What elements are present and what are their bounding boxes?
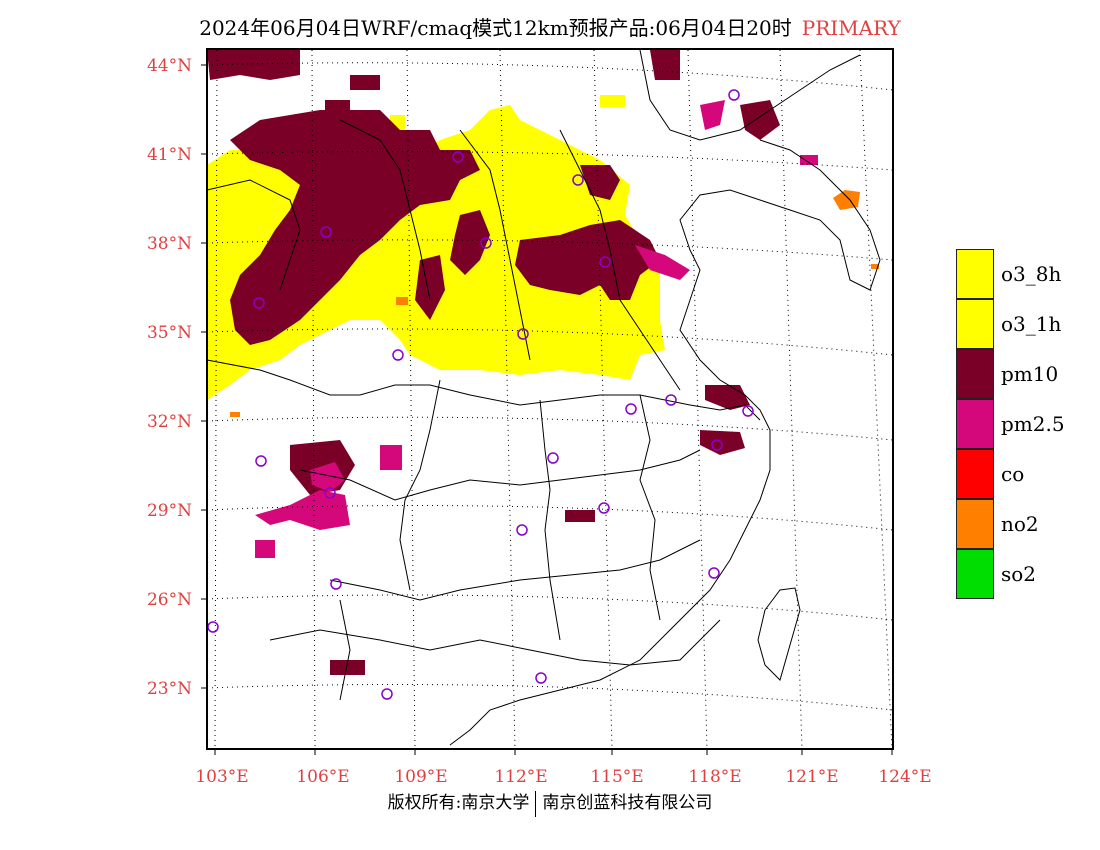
lon-label-115: 115°E [590,767,644,787]
lon-label-121: 121°E [785,767,839,787]
lat-label-44: 44°N [146,56,192,76]
station-markers [207,89,754,700]
axis-ticks [201,64,893,755]
legend-swatch [956,249,994,299]
copyright-owner: 版权所有:南京大学 [387,793,530,813]
legend-label: o3_8h [1001,262,1062,286]
legend-swatch [956,299,994,349]
legend-label: no2 [1001,512,1039,536]
pm25-region [255,100,818,558]
legend-swatch [956,399,994,449]
legend-swatch [956,349,994,399]
lat-label-41: 41°N [146,145,192,165]
legend-swatch [956,549,994,599]
lat-label-23: 23°N [146,679,192,699]
boundaries [207,49,881,746]
legend-label: so2 [1001,562,1037,586]
lon-label-118: 118°E [688,767,742,787]
map-title: 2024年06月04日WRF/cmaq模式12km预报产品:06月04日20时 P… [0,12,1100,41]
lon-label-109: 109°E [394,767,448,787]
legend-swatch [956,449,994,499]
copyright-notice: 版权所有:南京大学 南京创蓝科技有限公司 [0,788,1100,817]
pm10-region [207,50,780,675]
lon-label-106: 106°E [296,767,350,787]
legend-label: o3_1h [1001,312,1062,336]
legend-label: pm10 [1001,362,1059,386]
lon-label-112: 112°E [494,767,548,787]
copyright-separator [535,790,537,817]
legend-label: pm2.5 [1001,412,1065,436]
lat-label-35: 35°N [146,323,192,343]
lon-label-124: 124°E [878,767,932,787]
lon-label-103: 103°E [195,767,249,787]
status-label: PRIMARY [801,16,901,40]
lat-label-38: 38°N [146,234,192,254]
lat-label-26: 26°N [146,590,192,610]
copyright-company: 南京创蓝科技有限公司 [542,793,713,813]
title-text: 2024年06月04日WRF/cmaq模式12km预报产品:06月04日20时 [199,16,792,40]
legend-label: co [1001,462,1025,486]
legend-swatch [956,499,994,549]
map-frame [206,48,894,750]
lat-label-29: 29°N [146,501,192,521]
lat-label-32: 32°N [146,412,192,432]
